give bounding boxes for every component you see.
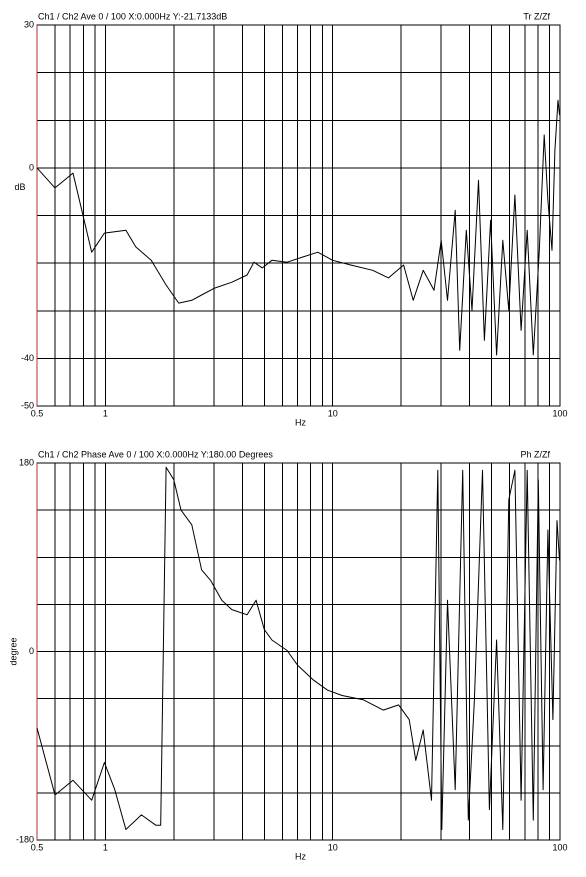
x-tick-label: 1: [103, 842, 108, 852]
x-axis-label: Hz: [295, 417, 306, 427]
y-tick-label: 0: [29, 162, 34, 172]
y-tick-label: -50: [21, 400, 34, 410]
y-axis-label: dB: [14, 182, 25, 192]
x-tick-label: 100: [552, 408, 567, 418]
x-tick-label: 0.5: [31, 408, 44, 418]
y-tick-label: 30: [24, 19, 34, 29]
y-tick-label: 0: [29, 646, 34, 656]
x-tick-label: 1: [103, 408, 108, 418]
chart-title-right: Tr Z/Zf: [523, 11, 550, 21]
x-tick-label: 100: [552, 842, 567, 852]
chart-title: Ch1 / Ch2 Phase Ave 0 / 100 X:0.000Hz Y:…: [38, 449, 273, 459]
x-axis-label: Hz: [295, 851, 306, 861]
x-tick-label: 0.5: [31, 842, 44, 852]
y-axis-label: degree: [8, 637, 18, 665]
chart-title: Ch1 / Ch2 Ave 0 / 100 X:0.000Hz Y:-21.71…: [38, 11, 227, 21]
chart-title-right: Ph Z/Zf: [520, 449, 550, 459]
y-tick-label: 180: [19, 457, 34, 467]
x-tick-label: 10: [328, 842, 338, 852]
y-tick-label: -180: [16, 834, 34, 844]
trace: [36, 466, 560, 830]
y-tick-label: -40: [21, 353, 34, 363]
x-tick-label: 10: [328, 408, 338, 418]
trace: [36, 99, 560, 356]
